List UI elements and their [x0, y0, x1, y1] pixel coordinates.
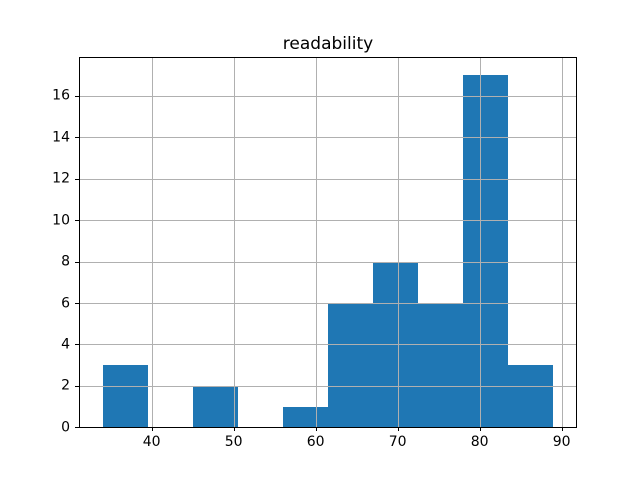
y-tick-label: 8	[61, 253, 70, 270]
y-tickmark	[75, 344, 79, 346]
x-tick-label: 80	[470, 433, 489, 450]
histogram-bar	[328, 303, 374, 428]
histogram-bar	[192, 385, 238, 428]
gridline-horizontal	[80, 220, 576, 222]
x-tickmark	[561, 427, 563, 432]
gridline-horizontal	[80, 344, 576, 346]
gridline-horizontal	[80, 427, 576, 429]
histogram-bar	[418, 303, 464, 428]
y-tickmark	[75, 137, 79, 139]
gridline-horizontal	[80, 303, 576, 304]
gridline-horizontal	[80, 95, 576, 97]
y-tick-label: 10	[52, 212, 70, 229]
y-tick-label: 2	[61, 377, 70, 394]
y-tickmark	[75, 261, 79, 263]
y-tick-label: 6	[61, 295, 70, 311]
x-tick-label: 90	[552, 433, 571, 450]
y-tick-label: 0	[61, 419, 70, 436]
histogram-bar	[463, 75, 509, 428]
gridline-horizontal	[80, 178, 576, 180]
y-tick-label: 12	[52, 170, 70, 187]
gridline-vertical	[479, 57, 481, 428]
y-tick-label: 16	[52, 87, 70, 104]
x-tick-label: 60	[306, 433, 325, 450]
histogram-bar	[282, 406, 328, 428]
gridline-horizontal	[80, 385, 576, 387]
x-tick-label: 40	[142, 433, 161, 450]
gridline-vertical	[315, 57, 317, 428]
y-tick-label: 14	[52, 129, 70, 146]
gridline-vertical	[561, 57, 563, 428]
x-tickmark	[233, 427, 235, 432]
y-tickmark	[75, 220, 79, 222]
x-tickmark	[315, 427, 317, 432]
y-tickmark	[75, 385, 79, 387]
x-tick-label: 50	[224, 433, 243, 450]
x-tick-label: 70	[388, 433, 407, 450]
y-tick-label: 4	[61, 336, 70, 353]
y-tickmark	[75, 95, 79, 97]
gridline-vertical	[151, 57, 153, 428]
y-tickmark	[75, 303, 79, 304]
x-tickmark	[397, 427, 399, 432]
y-tickmark	[75, 427, 79, 429]
histogram-bar	[102, 365, 148, 428]
x-tickmark	[151, 427, 153, 432]
gridline-vertical	[233, 57, 235, 428]
gridline-horizontal	[80, 137, 576, 139]
histogram-bar	[508, 365, 554, 428]
gridline-horizontal	[80, 261, 576, 263]
gridline-vertical	[397, 57, 399, 428]
y-tickmark	[75, 178, 79, 180]
x-tickmark	[479, 427, 481, 432]
chart-title: readability	[282, 34, 374, 54]
